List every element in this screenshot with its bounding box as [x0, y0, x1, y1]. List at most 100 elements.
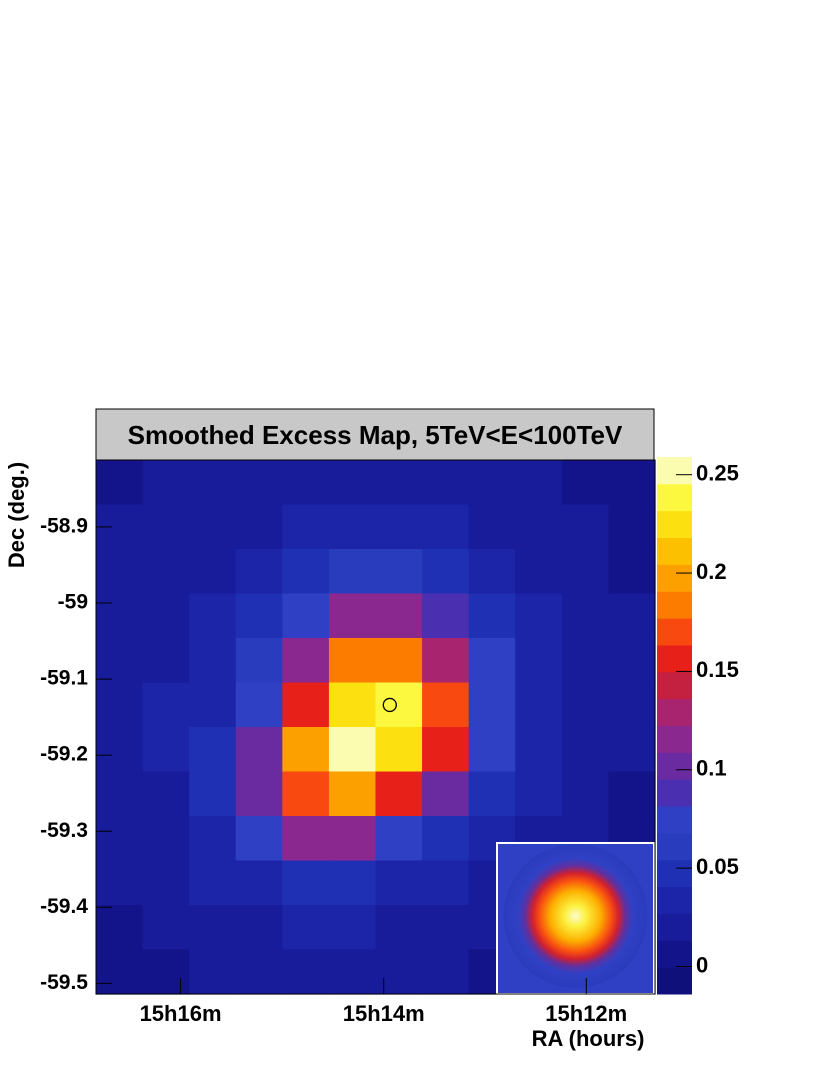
heatmap-cell [515, 638, 563, 684]
heatmap-cell [375, 638, 423, 684]
source-marker [382, 697, 397, 713]
heatmap-cell [328, 860, 377, 906]
heatmap-cell [608, 682, 656, 728]
heatmap-cell [189, 593, 237, 639]
heatmap-cell [282, 860, 330, 906]
heatmap-cell [561, 638, 610, 684]
colorbar-tick-label: 0.15 [696, 657, 739, 682]
heatmap-cell [282, 727, 330, 773]
heatmap-cell [468, 504, 516, 550]
heatmap-cell [515, 727, 563, 773]
title-box [95, 408, 655, 461]
heatmap-cell [515, 771, 563, 817]
heatmap-cell [328, 638, 377, 684]
heatmap-cell [468, 460, 516, 506]
psf-inset [496, 842, 655, 995]
heatmap-cell [96, 460, 144, 506]
heatmap-cell [235, 727, 283, 773]
heatmap-cell [96, 905, 144, 951]
heatmap-cell [375, 949, 423, 995]
colorbar-band [657, 644, 692, 673]
heatmap-cell [422, 682, 470, 728]
colorbar-tick-label: 0.1 [696, 756, 727, 781]
colorbar-band [657, 483, 692, 512]
heatmap-cell [328, 504, 377, 550]
heatmap-cell [422, 638, 470, 684]
heatmap-cell [142, 949, 190, 995]
heatmap-cell [561, 593, 610, 639]
colorbar-band [657, 913, 692, 941]
colorbar-band [657, 591, 692, 619]
heatmap-cell [328, 460, 377, 506]
heatmap-cell [189, 949, 237, 995]
y-tick-label: -59.3 [40, 819, 88, 842]
heatmap-cell [189, 504, 237, 550]
heatmap-cell [468, 593, 516, 639]
heatmap-cell [142, 593, 190, 639]
heatmap-cell [235, 905, 283, 951]
heatmap-cell [282, 949, 330, 995]
heatmap-cell [328, 905, 377, 951]
colorbar-band [657, 806, 692, 834]
heatmap-cell [189, 460, 237, 506]
y-tick-label: -59.1 [40, 667, 88, 690]
heatmap-cell [561, 460, 610, 506]
heatmap-cell [96, 638, 144, 684]
heatmap-cell [189, 638, 237, 684]
heatmap-cell [422, 905, 470, 951]
heatmap-cell [96, 593, 144, 639]
heatmap-cell [375, 860, 423, 906]
heatmap-cell [422, 860, 470, 906]
heatmap-cell [96, 549, 144, 595]
heatmap-cell [189, 905, 237, 951]
heatmap-cell [515, 460, 563, 506]
heatmap-cell [282, 460, 330, 506]
heatmap-cell [515, 593, 563, 639]
colorbar-band [657, 967, 692, 995]
colorbar-band [657, 564, 692, 592]
heatmap-cell [468, 549, 516, 595]
heatmap-cell [282, 905, 330, 951]
heatmap-cell [235, 771, 283, 817]
heatmap-cell [608, 549, 656, 595]
heatmap-cell [235, 593, 283, 639]
colorbar-band [657, 698, 692, 726]
heatmap-cell [422, 549, 470, 595]
heatmap-cell [561, 549, 610, 595]
y-tick-label: -59.2 [40, 743, 88, 766]
heatmap-cell [561, 771, 610, 817]
heatmap-cell [608, 504, 656, 550]
heatmap-cell [422, 949, 470, 995]
heatmap-cell [142, 504, 190, 550]
colorbar-band [657, 537, 692, 565]
heatmap-cell [96, 816, 144, 862]
heatmap-cell [235, 549, 283, 595]
heatmap-cell [142, 860, 190, 906]
heatmap-cell [328, 816, 377, 862]
heatmap-cell [422, 460, 470, 506]
heatmap-cell [608, 593, 656, 639]
x-tick-label: 15h12m [545, 1001, 627, 1026]
psf [503, 844, 648, 988]
heatmap-cell [142, 816, 190, 862]
heatmap-cell [189, 549, 237, 595]
heatmap-cell [375, 460, 423, 506]
heatmap-cell [282, 816, 330, 862]
heatmap-cell [608, 727, 656, 773]
x-tick-label: 15h16m [140, 1001, 222, 1026]
colorbar-tick-label: 0.2 [696, 559, 727, 584]
heatmap-cell [561, 727, 610, 773]
heatmap-cell [608, 460, 656, 506]
heatmap-cell [282, 638, 330, 684]
y-tick-label: -59.5 [40, 971, 88, 994]
heatmap-cell [515, 682, 563, 728]
heatmap-cell [235, 682, 283, 728]
heatmap-cell [189, 682, 237, 728]
y-tick-label: -58.9 [40, 514, 88, 537]
heatmap-cell [96, 727, 144, 773]
heatmap-cell [375, 504, 423, 550]
heatmap-cell [142, 460, 190, 506]
heatmap-cell [375, 549, 423, 595]
heatmap-cell [328, 549, 377, 595]
